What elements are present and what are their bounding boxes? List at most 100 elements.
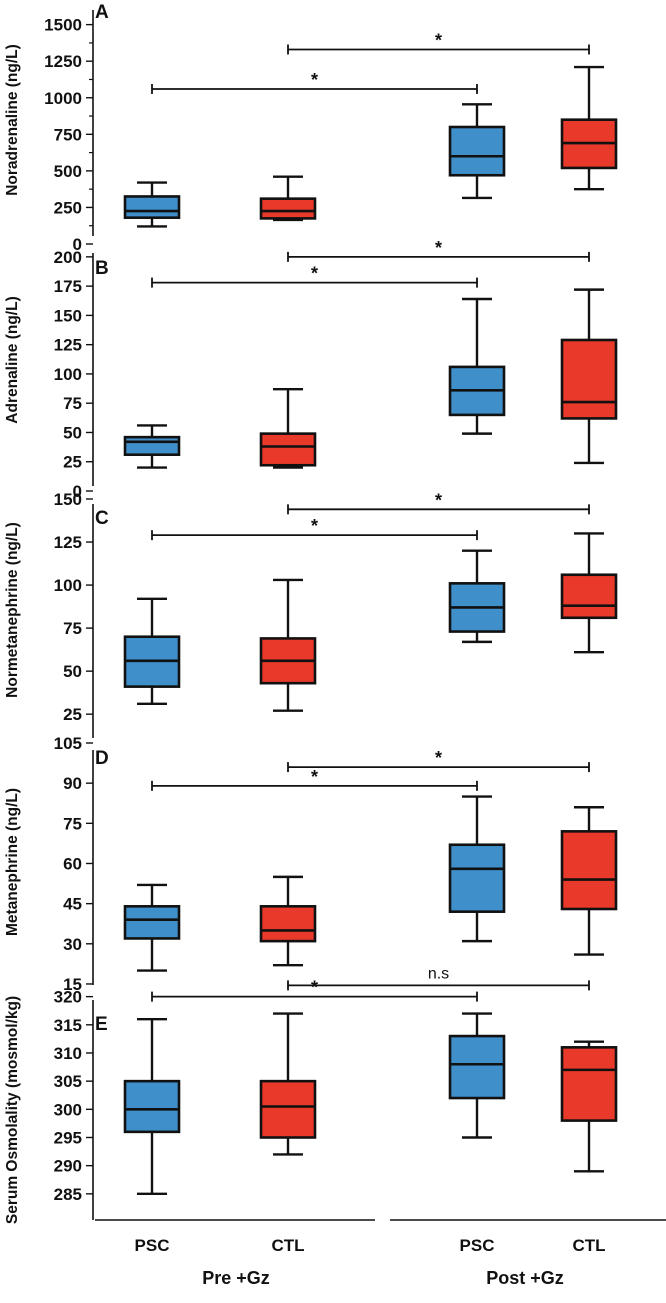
y-tick-label-e-3: 300 xyxy=(54,1100,82,1119)
iqr-box-d-psc-pre xyxy=(123,905,181,940)
iqr-box-a-ctl-pre xyxy=(259,197,317,220)
comparison-label-c-0: * xyxy=(435,490,442,510)
comparison-label-b-1: * xyxy=(311,264,318,284)
iqr-box-e-psc-post xyxy=(448,1034,506,1100)
panel-c: 25 50 75 100 125 150 Normetanephrine (ng/L) C * * xyxy=(4,490,618,738)
box-d-ctl-pre xyxy=(259,875,317,967)
panel-label-a: A xyxy=(95,2,109,23)
y-tick-label-a-3: 750 xyxy=(54,125,82,144)
panel-label-d: D xyxy=(95,748,109,769)
x-tick-label-ctl-pre: CTL xyxy=(271,1236,304,1255)
comparison-label-a-1: * xyxy=(311,70,318,90)
comparison-d-1: * xyxy=(151,767,478,791)
y-tick-label-a-0: 0 xyxy=(73,235,82,254)
comparison-label-e-1: * xyxy=(311,978,318,998)
y-tick-label-b-7: 175 xyxy=(54,277,82,296)
comparison-c-0: * xyxy=(287,490,590,515)
iqr-box-d-psc-post xyxy=(448,843,506,913)
y-tick-label-c-5: 150 xyxy=(54,490,82,509)
iqr-box-b-psc-pre xyxy=(123,435,181,457)
box-c-psc-pre xyxy=(123,597,181,706)
comparison-a-1: * xyxy=(151,70,478,94)
box-d-psc-post xyxy=(448,795,506,943)
y-tick-label-e-7: 320 xyxy=(54,988,82,1007)
iqr-box-d-ctl-post xyxy=(560,830,618,911)
y-tick-label-a-5: 1250 xyxy=(44,52,82,71)
y-tick-label-b-2: 50 xyxy=(63,423,82,442)
box-a-psc-pre xyxy=(123,181,181,228)
iqr-box-c-ctl-post xyxy=(560,573,618,620)
box-c-ctl-post xyxy=(560,532,618,654)
y-tick-label-a-2: 500 xyxy=(54,162,82,181)
comparison-label-e-0: n.s xyxy=(428,965,449,982)
y-axis-label-c: Normetanephrine (ng/L) xyxy=(4,522,21,698)
box-d-ctl-post xyxy=(560,806,618,956)
box-d-psc-pre xyxy=(123,883,181,972)
iqr-box-d-ctl-pre xyxy=(259,905,317,943)
box-e-ctl-post xyxy=(560,1040,618,1173)
panel-d: 15 30 45 60 75 90 105 Metanephrine (ng/L) D * * xyxy=(4,734,618,994)
comparison-b-1: * xyxy=(151,264,478,288)
comparison-label-a-0: * xyxy=(435,30,442,50)
y-tick-label-b-3: 75 xyxy=(63,394,82,413)
y-tick-label-c-1: 50 xyxy=(63,662,82,681)
y-tick-label-b-4: 100 xyxy=(54,365,82,384)
y-tick-label-c-3: 100 xyxy=(54,576,82,595)
panel-label-b: B xyxy=(95,258,109,279)
panel-label-c: C xyxy=(95,508,109,529)
y-tick-label-d-5: 90 xyxy=(63,774,82,793)
comparison-label-b-0: * xyxy=(435,238,442,258)
y-tick-label-b-6: 150 xyxy=(54,306,82,325)
y-tick-label-d-2: 45 xyxy=(63,895,82,914)
iqr-box-a-psc-pre xyxy=(123,195,181,219)
y-tick-label-e-2: 295 xyxy=(54,1128,82,1147)
y-tick-label-a-4: 1000 xyxy=(44,89,82,108)
box-e-ctl-pre xyxy=(259,1012,317,1156)
comparison-a-0: * xyxy=(287,30,590,55)
x-tick-label-ctl-post: CTL xyxy=(572,1236,605,1255)
y-tick-label-e-4: 305 xyxy=(54,1072,82,1091)
y-tick-label-e-5: 310 xyxy=(54,1044,82,1063)
box-a-ctl-post xyxy=(560,65,618,191)
box-b-psc-pre xyxy=(123,424,181,469)
box-a-ctl-pre xyxy=(259,175,317,222)
box-e-psc-post xyxy=(448,1012,506,1139)
y-axis-label-e: Serum Osmolality (mosmol/kg) xyxy=(4,996,21,1224)
iqr-box-a-psc-post xyxy=(448,125,506,177)
box-b-ctl-pre xyxy=(259,387,317,469)
iqr-box-b-ctl-post xyxy=(560,338,618,420)
y-axis-label-d: Metanephrine (ng/L) xyxy=(4,788,21,936)
box-e-psc-pre xyxy=(123,1017,181,1196)
y-tick-label-b-0: 0 xyxy=(73,482,82,501)
panel-a: 0 250 500 750 1000 1250 1500 Noradrenaline (ng/… xyxy=(4,2,618,254)
y-tick-label-a-1: 250 xyxy=(54,198,82,217)
box-a-psc-post xyxy=(448,103,506,200)
x-group-label-pre: Pre +Gz xyxy=(202,1268,270,1288)
comparison-label-d-0: * xyxy=(435,748,442,768)
comparison-c-1: * xyxy=(151,516,478,541)
y-tick-label-e-0: 285 xyxy=(54,1185,82,1204)
y-axis-label-a: Noradrenaline (ng/L) xyxy=(4,44,21,196)
y-tick-label-c-2: 75 xyxy=(63,619,82,638)
y-tick-label-b-5: 125 xyxy=(54,336,82,355)
y-tick-label-e-6: 315 xyxy=(54,1016,82,1035)
comparison-e-0: n.s xyxy=(287,965,590,991)
iqr-box-e-ctl-pre xyxy=(259,1079,317,1139)
y-tick-label-d-3: 60 xyxy=(63,854,82,873)
comparison-d-0: * xyxy=(287,748,590,773)
y-tick-label-b-8: 200 xyxy=(54,248,82,267)
y-tick-label-e-1: 290 xyxy=(54,1157,82,1176)
y-tick-label-d-0: 15 xyxy=(63,975,82,994)
x-group-label-post: Post +Gz xyxy=(486,1268,564,1288)
box-b-ctl-post xyxy=(560,288,618,465)
comparison-label-c-1: * xyxy=(311,516,318,536)
iqr-box-e-psc-pre xyxy=(123,1079,181,1134)
comparison-label-d-1: * xyxy=(311,767,318,787)
iqr-box-b-ctl-pre xyxy=(259,432,317,467)
comparison-e-1: * xyxy=(151,978,478,1002)
y-tick-label-d-4: 75 xyxy=(63,814,82,833)
panel-b: 0 25 50 75 100 125 150 175 200 Adrenaline (ng/L) B… xyxy=(4,238,618,501)
panel-label-e: E xyxy=(95,1014,108,1035)
